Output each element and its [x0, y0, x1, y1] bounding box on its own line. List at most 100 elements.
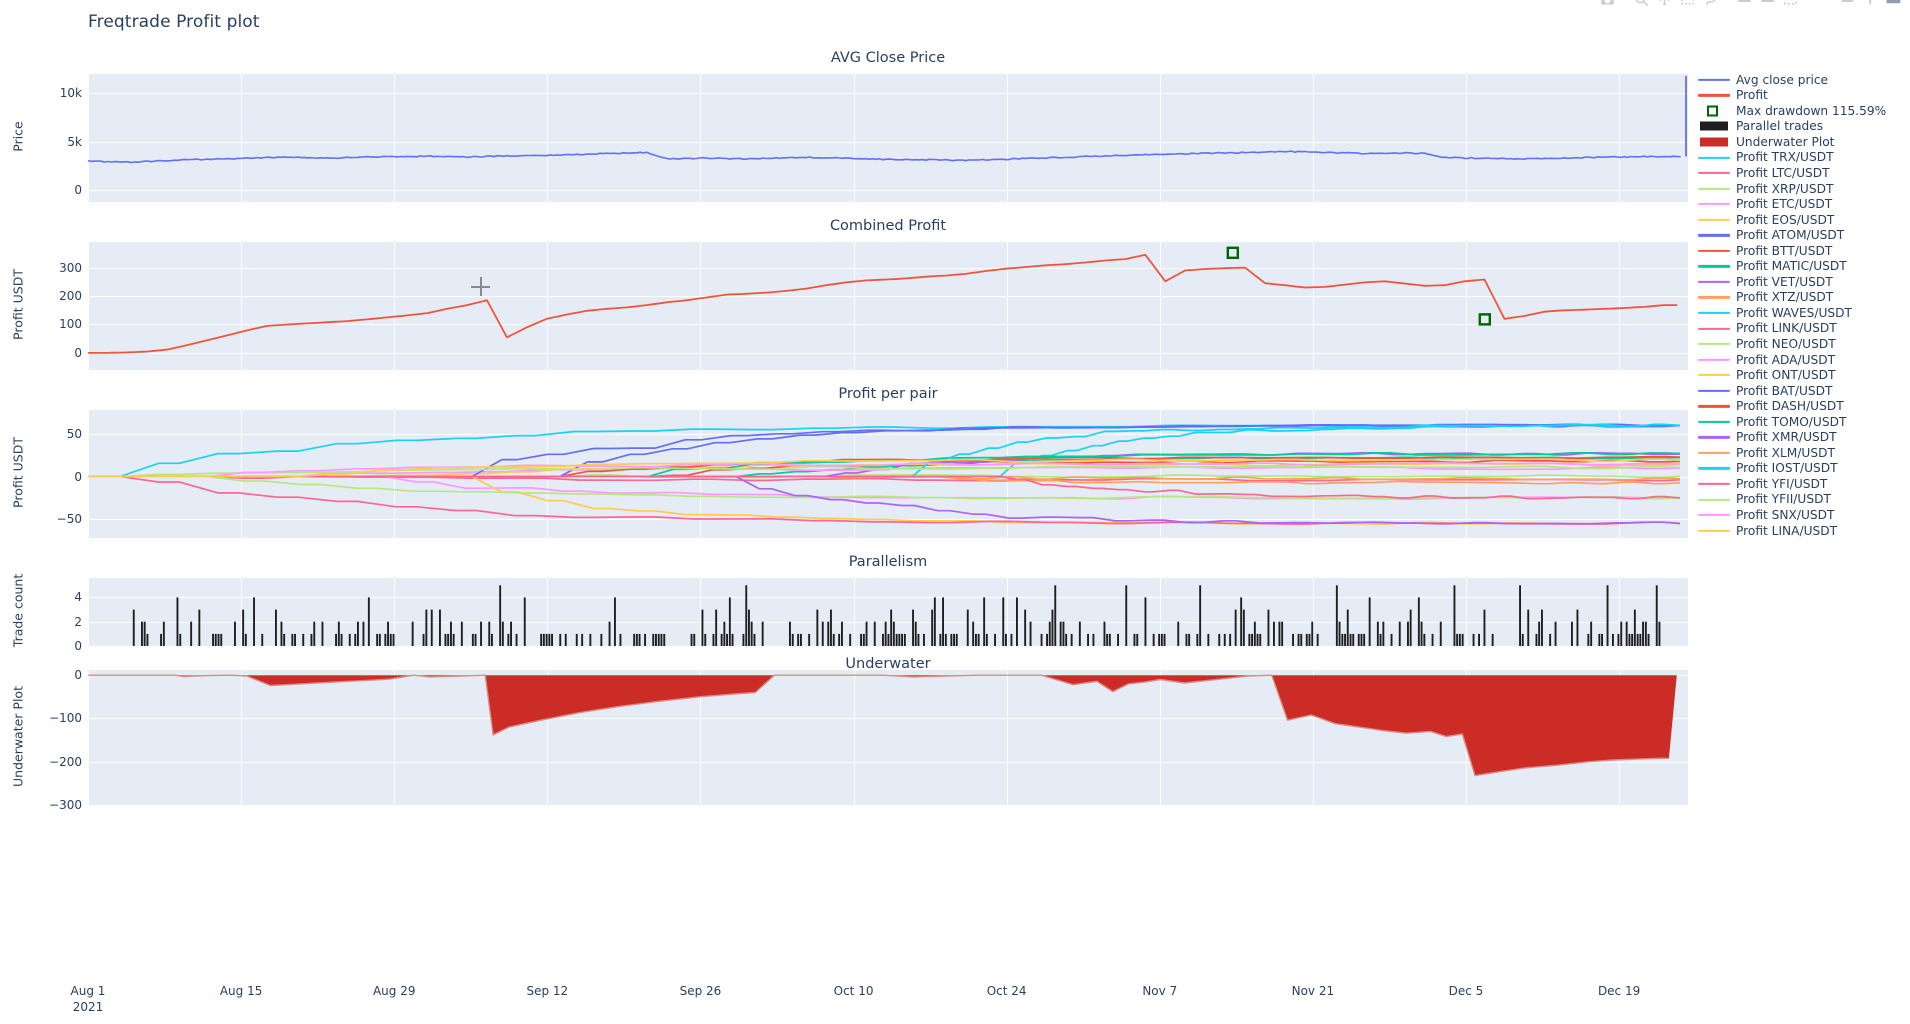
parallel-trade-bar	[600, 633, 603, 646]
parallel-trade-bar	[1527, 609, 1530, 646]
legend-item[interactable]: Profit ONT/USDT	[1698, 367, 1910, 383]
spike-lines-icon[interactable]	[1836, 0, 1858, 10]
parallel-trade-bar	[791, 633, 794, 646]
parallel-trade-bar	[865, 621, 868, 646]
chart-legend[interactable]: Avg close price Profit Max drawdown 115.59…	[1698, 72, 1910, 538]
parallel-trade-bar	[975, 633, 977, 646]
legend-item[interactable]: Profit XRP/USDT	[1698, 181, 1910, 197]
parallel-trade-bar	[827, 621, 830, 646]
parallel-trade-bar	[474, 633, 477, 646]
legend-item[interactable]: Profit XTZ/USDT	[1698, 290, 1910, 306]
legend-swatch-icon	[1698, 213, 1730, 227]
parallel-trade-bar	[548, 633, 551, 646]
legend-item[interactable]: Profit BAT/USDT	[1698, 383, 1910, 399]
parallel-trade-bar	[501, 621, 504, 646]
zoom-out-icon[interactable]	[1756, 0, 1778, 10]
parallel-trade-bar	[1199, 585, 1202, 646]
legend-item[interactable]: Profit TOMO/USDT	[1698, 414, 1910, 430]
legend-item[interactable]: Profit XLM/USDT	[1698, 445, 1910, 461]
hover-compare-icon[interactable]	[1859, 0, 1881, 10]
parallel-trade-bar	[890, 609, 893, 646]
plot-area[interactable]	[88, 74, 1688, 202]
gridline-vertical	[547, 242, 549, 370]
legend-item[interactable]: Parallel trades	[1698, 119, 1910, 135]
plotly-logo-icon[interactable]	[1882, 0, 1904, 10]
max-drawdown-marker[interactable]	[1226, 246, 1240, 260]
legend-item-label: Profit XMR/USDT	[1736, 430, 1837, 445]
parallel-trade-bar	[1472, 633, 1475, 646]
parallel-trade-bar	[1144, 597, 1147, 646]
legend-item[interactable]: Profit ADA/USDT	[1698, 352, 1910, 368]
y-tick-label: 0	[74, 469, 82, 484]
legend-item[interactable]: Profit ATOM/USDT	[1698, 227, 1910, 243]
legend-item[interactable]: Profit DASH/USDT	[1698, 398, 1910, 414]
parallel-trade-bar	[1478, 633, 1480, 646]
parallel-trade-bar	[712, 633, 715, 646]
parallel-trade-bar	[690, 633, 693, 646]
parallel-trade-bar	[800, 633, 802, 646]
gridline-vertical	[88, 670, 89, 805]
parallel-trade-bar	[190, 621, 193, 646]
pan-icon[interactable]	[1653, 0, 1675, 10]
legend-item[interactable]: Profit WAVES/USDT	[1698, 305, 1910, 321]
parallel-trade-bar	[1398, 621, 1401, 646]
plotly-modebar[interactable]	[1586, 0, 1904, 10]
legend-item[interactable]: Profit LINK/USDT	[1698, 321, 1910, 337]
legend-swatch-icon	[1698, 337, 1730, 351]
series-path	[87, 150, 1681, 164]
gridline-vertical	[853, 670, 855, 805]
legend-item[interactable]: Profit XMR/USDT	[1698, 430, 1910, 446]
parallel-trade-bar	[753, 633, 756, 646]
legend-item[interactable]: Profit EOS/USDT	[1698, 212, 1910, 228]
parallel-trade-bar	[491, 633, 493, 646]
legend-item[interactable]: Profit LTC/USDT	[1698, 165, 1910, 181]
parallel-trade-bar	[955, 633, 958, 646]
legend-item-label: Avg close price	[1736, 72, 1829, 87]
legend-item[interactable]: Max drawdown 115.59%	[1698, 103, 1910, 119]
legend-item[interactable]: Profit YFI/USDT	[1698, 476, 1910, 492]
legend-item[interactable]: Avg close price	[1698, 72, 1910, 88]
legend-item[interactable]: Profit IOST/USDT	[1698, 461, 1910, 477]
parallel-trade-bar	[1251, 633, 1253, 646]
parallel-trade-bar	[821, 621, 824, 646]
parallel-trade-bar	[1248, 633, 1251, 646]
legend-item[interactable]: Profit ETC/USDT	[1698, 196, 1910, 212]
legend-item[interactable]: Profit YFII/USDT	[1698, 492, 1910, 508]
legend-swatch-icon	[1698, 306, 1730, 320]
parallel-trade-bar	[1267, 609, 1270, 646]
parallel-trade-bar	[704, 633, 707, 646]
parallel-trade-bar	[1133, 633, 1136, 646]
parallel-trade-bar	[542, 633, 545, 646]
parallel-trade-bar	[499, 585, 502, 646]
legend-item[interactable]: Underwater Plot	[1698, 134, 1910, 150]
camera-icon[interactable]	[1596, 0, 1618, 10]
parallel-trade-bar	[321, 621, 324, 646]
legend-item[interactable]: Profit TRX/USDT	[1698, 150, 1910, 166]
max-drawdown-marker[interactable]	[1478, 313, 1492, 326]
zoom-icon[interactable]	[1630, 0, 1652, 10]
legend-item[interactable]: Profit BTT/USDT	[1698, 243, 1910, 259]
parallel-trade-bar	[832, 633, 835, 646]
legend-item-label: Profit LINA/USDT	[1736, 523, 1838, 538]
y-tick-label: −100	[49, 711, 82, 726]
parallel-trade-bar	[1048, 621, 1051, 646]
y-tick-label: 0	[74, 183, 82, 198]
parallel-trade-bar	[1046, 633, 1048, 646]
legend-item[interactable]: Profit SNX/USDT	[1698, 507, 1910, 523]
legend-item[interactable]: Profit MATIC/USDT	[1698, 259, 1910, 275]
parallel-trade-bar	[242, 609, 245, 646]
parallel-trade-bar	[1519, 585, 1521, 646]
parallel-trade-bar	[1218, 633, 1221, 646]
legend-item[interactable]: Profit NEO/USDT	[1698, 336, 1910, 352]
legend-item[interactable]: Profit VET/USDT	[1698, 274, 1910, 290]
legend-item[interactable]: Profit LINA/USDT	[1698, 523, 1910, 539]
plot-area[interactable]	[88, 242, 1688, 370]
zoom-in-icon[interactable]	[1733, 0, 1755, 10]
parallel-trade-bar	[1103, 621, 1106, 646]
parallel-trade-bar	[966, 609, 969, 646]
parallel-trade-bar	[608, 621, 611, 646]
lasso-select-icon[interactable]	[1699, 0, 1721, 10]
parallel-trade-bar	[275, 609, 277, 646]
legend-item[interactable]: Profit	[1698, 88, 1910, 104]
parallel-trade-bar	[838, 633, 841, 646]
